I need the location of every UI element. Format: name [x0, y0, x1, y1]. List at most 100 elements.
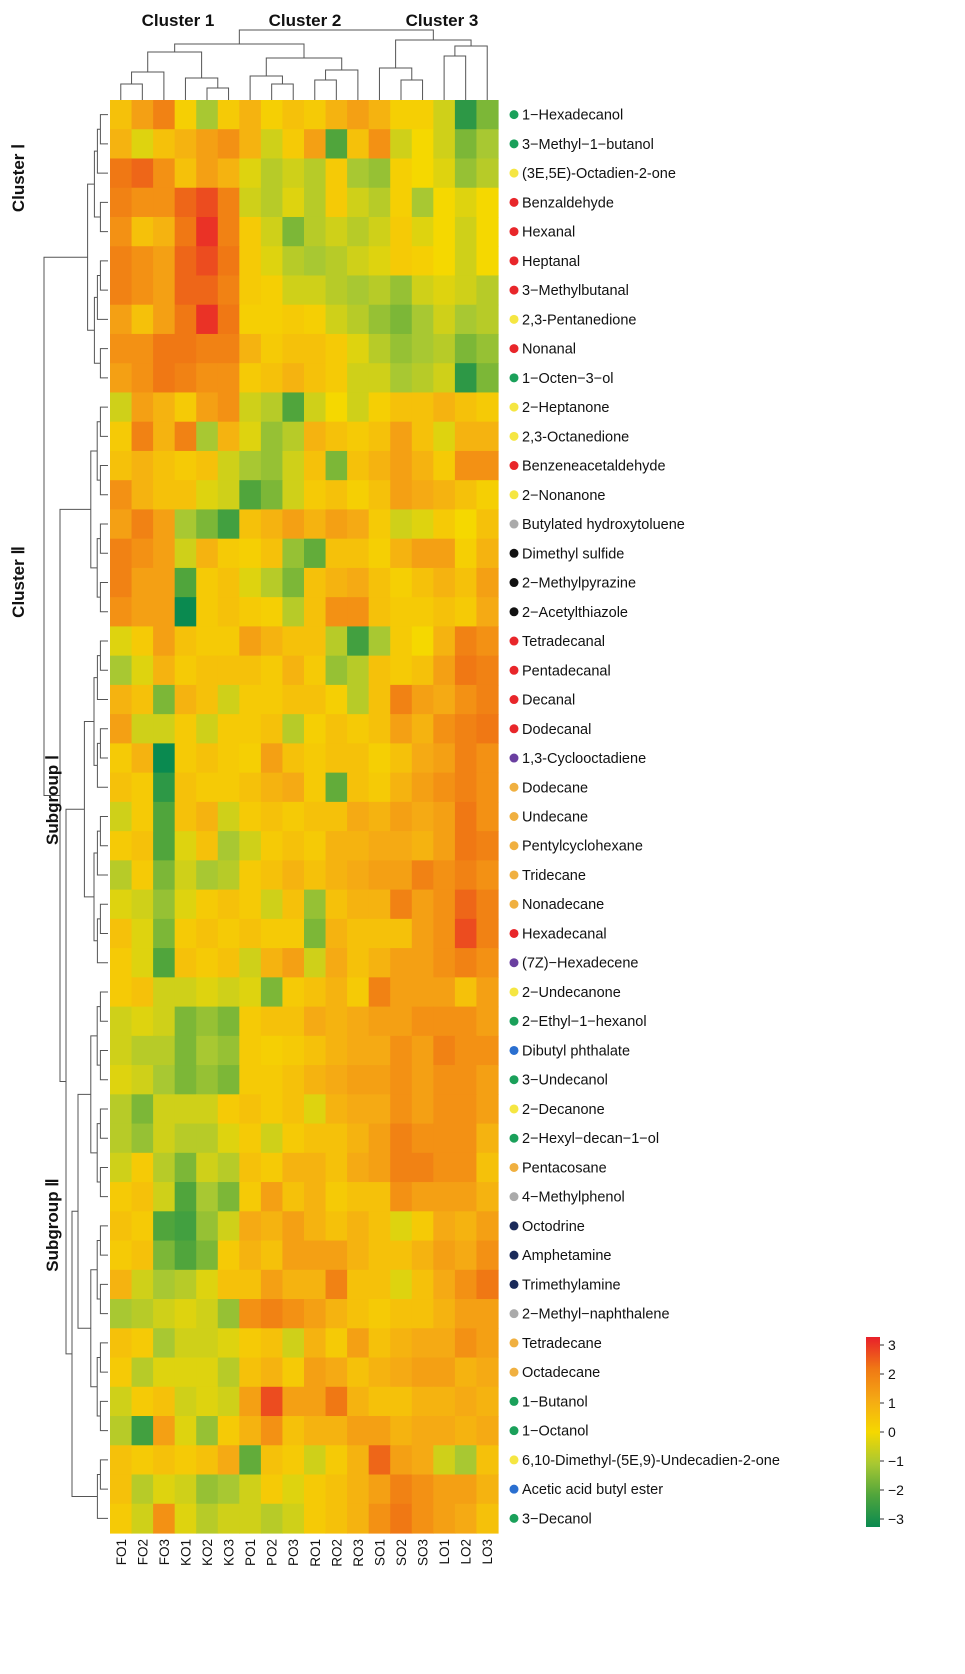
- colorbar: 3 2 1 0 −1 −2 −3: [866, 1337, 904, 1527]
- heatmap-cell: [304, 714, 327, 744]
- compound-class-dot: [509, 461, 519, 471]
- heatmap-cell: [110, 187, 133, 218]
- dendrogram-branch: [96, 655, 108, 701]
- heatmap-cell: [433, 1299, 456, 1329]
- heatmap-cell: [110, 450, 133, 481]
- heatmap-cell: [390, 860, 413, 891]
- heatmap-cell: [239, 392, 262, 423]
- heatmap-cell: [217, 246, 240, 277]
- row-label: Decanal: [522, 693, 575, 709]
- heatmap-cell: [390, 772, 413, 803]
- heatmap-cell: [110, 626, 133, 657]
- heatmap-cell: [390, 1006, 413, 1037]
- heatmap-cell: [282, 831, 305, 861]
- heatmap-cell: [260, 1474, 284, 1505]
- heatmap-cell: [131, 187, 154, 218]
- heatmap-cell: [304, 129, 327, 160]
- dendrogram-branch: [83, 720, 94, 898]
- heatmap-cell: [411, 333, 434, 364]
- column-label: KO1: [178, 1539, 193, 1566]
- heatmap-cell: [390, 801, 413, 832]
- heatmap-cell: [390, 450, 413, 481]
- heatmap-cell: [217, 1211, 240, 1242]
- heatmap-cell: [304, 801, 327, 832]
- heatmap-cell: [454, 1328, 478, 1359]
- heatmap-cell: [217, 801, 240, 832]
- heatmap-cell: [282, 1240, 305, 1271]
- dendrogram-branch: [96, 742, 108, 788]
- heatmap-cell: [433, 187, 456, 218]
- heatmap-cell: [239, 1123, 262, 1154]
- dendrogram-branch: [265, 57, 343, 76]
- heatmap-cell: [325, 1328, 348, 1359]
- colorbar-tick-label: 2: [888, 1366, 896, 1382]
- heatmap-cell: [174, 538, 197, 569]
- heatmap-cell: [196, 1123, 219, 1154]
- dendrogram-branch: [99, 114, 108, 145]
- heatmap-cell: [217, 275, 240, 306]
- heatmap-cell: [368, 275, 391, 306]
- heatmap-cell: [454, 1123, 478, 1154]
- heatmap-cell: [433, 158, 456, 189]
- compound-class-dot: [509, 344, 519, 354]
- heatmap-cell: [217, 100, 240, 130]
- heatmap-cell: [433, 100, 456, 130]
- heatmap-cell: [196, 626, 219, 657]
- heatmap-cell: [411, 655, 434, 686]
- heatmap-cell: [110, 977, 133, 1008]
- heatmap-cell: [454, 450, 478, 481]
- heatmap-cell: [454, 801, 478, 832]
- heatmap-cell: [325, 304, 348, 335]
- heatmap-cell: [131, 597, 154, 627]
- heatmap-cell: [411, 275, 434, 306]
- heatmap-cell: [217, 684, 240, 715]
- row-label: 2−Methyl−naphthalene: [522, 1307, 670, 1323]
- heatmap-cell: [411, 948, 434, 978]
- heatmap-cell: [390, 216, 413, 247]
- heatmap-cell: [153, 626, 176, 657]
- heatmap-cell: [260, 187, 284, 218]
- compound-class-dot: [509, 1192, 519, 1202]
- heatmap-cell: [390, 1445, 413, 1476]
- heatmap-cell: [454, 1357, 478, 1388]
- heatmap-cell: [174, 509, 197, 540]
- heatmap-cell: [174, 216, 197, 247]
- heatmap-cell: [411, 714, 434, 744]
- heatmap-cell: [282, 1094, 305, 1125]
- heatmap-cell: [110, 1065, 133, 1095]
- heatmap-cell: [217, 538, 240, 569]
- heatmap-cell: [260, 333, 284, 364]
- heatmap-cell: [260, 714, 284, 744]
- heatmap-cell: [476, 1357, 499, 1388]
- heatmap-cell: [368, 948, 391, 978]
- heatmap-cell: [411, 392, 434, 423]
- heatmap-cell: [368, 1386, 391, 1417]
- heatmap-cell: [433, 392, 456, 423]
- heatmap-cell: [476, 100, 499, 130]
- heatmap-cell: [347, 275, 370, 306]
- heatmap-cell: [433, 597, 456, 627]
- column-cluster-label: Cluster 1: [142, 11, 215, 30]
- heatmap-cell: [347, 918, 370, 949]
- column-label: RO3: [351, 1539, 366, 1567]
- heatmap-cell: [131, 684, 154, 715]
- heatmap-cell: [454, 684, 478, 715]
- heatmap-cell: [390, 363, 413, 394]
- heatmap-cell: [433, 831, 456, 861]
- heatmap-cell: [153, 1445, 176, 1476]
- heatmap-cell: [131, 1035, 154, 1066]
- heatmap-cell: [174, 246, 197, 277]
- heatmap-cell: [282, 450, 305, 481]
- heatmap-cell: [196, 421, 219, 452]
- heatmap-cell: [325, 860, 348, 891]
- heatmap-cell: [476, 743, 499, 774]
- dendrogram-branch: [378, 67, 413, 100]
- heatmap-cell: [174, 1211, 197, 1242]
- colorbar-tick-label: −2: [888, 1482, 904, 1498]
- heatmap-cell: [217, 1006, 240, 1037]
- dendrogram-branch: [314, 79, 337, 100]
- heatmap-cell: [174, 158, 197, 189]
- compound-class-dot: [509, 695, 519, 705]
- heatmap-cell: [239, 363, 262, 394]
- heatmap-cell: [476, 567, 499, 598]
